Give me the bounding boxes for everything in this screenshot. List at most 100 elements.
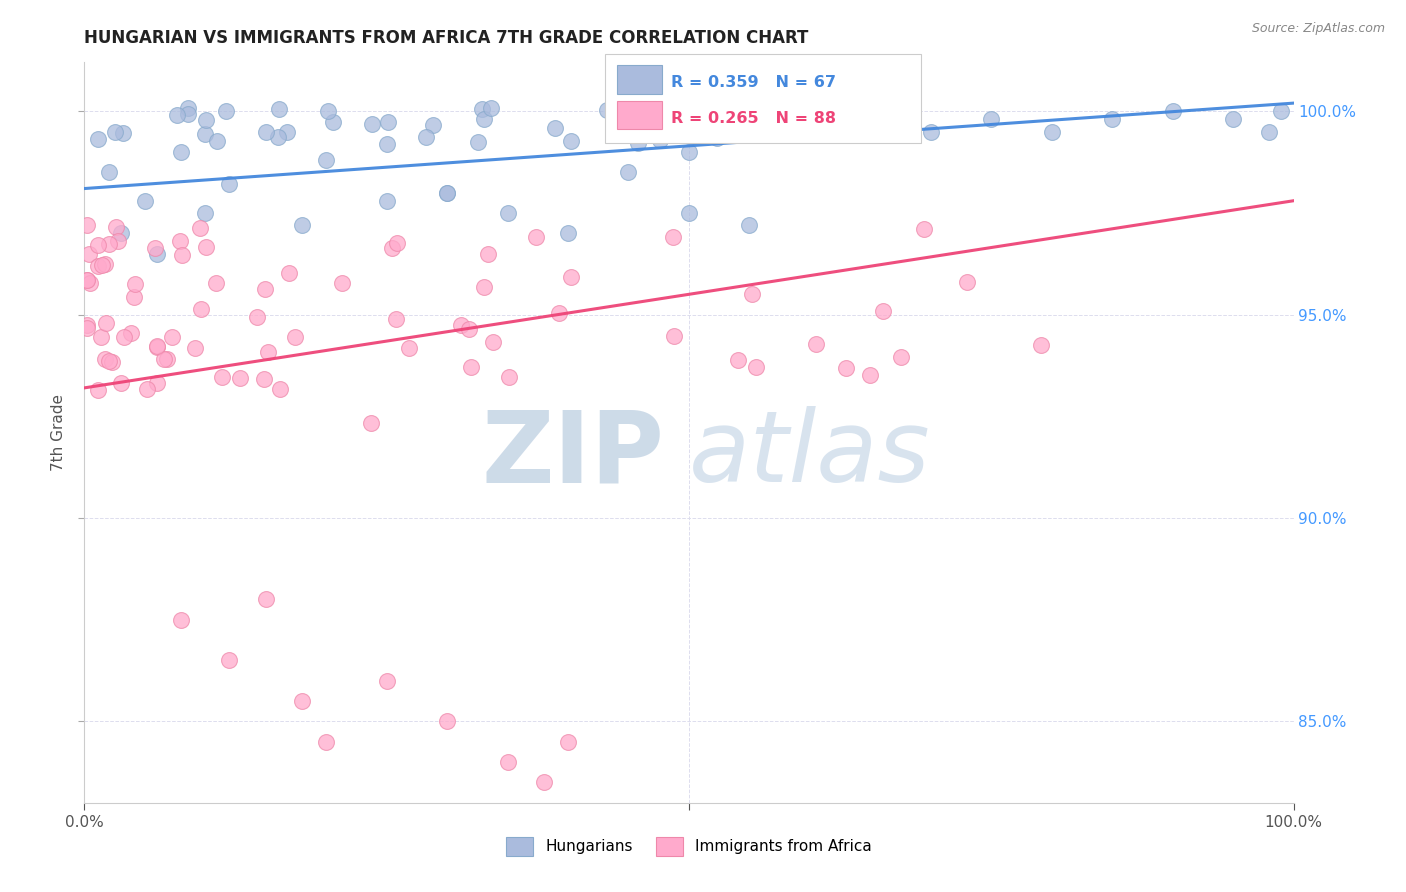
Point [560,135,582,149]
Point [229,371,252,385]
Point [97,165,120,179]
Point [195,112,218,127]
Point [283,329,305,343]
Point [188,220,211,235]
Text: Source: ZipAtlas.com: Source: ZipAtlas.com [1251,22,1385,36]
Text: R = 0.359   N = 67: R = 0.359 N = 67 [671,76,835,90]
Point [436,186,458,200]
Point [246,310,269,325]
Point [422,118,444,132]
Point [87,260,110,274]
Point [170,613,193,627]
Point [87,384,110,398]
Point [980,112,1002,127]
Point [920,125,942,139]
Point [859,368,882,383]
Point [87,132,110,146]
Point [194,206,217,220]
Point [107,234,129,248]
Point [471,102,494,116]
Point [557,735,579,749]
Point [744,359,766,374]
Point [617,165,640,179]
Point [90,258,112,272]
Point [267,103,290,117]
Point [799,125,821,139]
Point [524,230,547,244]
Point [156,352,179,367]
Point [252,372,274,386]
Point [169,235,191,249]
Point [377,115,399,129]
Point [375,194,398,208]
Point [110,227,132,241]
Point [472,112,495,126]
Point [662,230,685,244]
Point [360,416,382,430]
Point [398,341,420,355]
Point [86,237,108,252]
Point [170,145,193,159]
Point [111,126,134,140]
Point [457,322,479,336]
Point [194,240,217,254]
Point [479,101,502,115]
Point [136,382,159,396]
Point [110,376,132,390]
Text: atlas: atlas [689,407,931,503]
Point [190,301,212,316]
Point [375,136,398,151]
Point [177,107,200,121]
Point [557,227,579,241]
Point [1029,337,1052,351]
Point [77,247,100,261]
Point [104,125,127,139]
Point [1040,125,1063,139]
Point [718,119,741,133]
Point [706,130,728,145]
Point [1101,112,1123,127]
Point [267,130,290,145]
Point [291,218,314,232]
Point [727,353,749,368]
Point [890,350,912,364]
Point [146,376,169,390]
Point [98,353,121,368]
Point [322,114,344,128]
Point [218,178,240,192]
Point [94,257,117,271]
Point [97,236,120,251]
Point [482,334,505,349]
Point [112,330,135,344]
Point [122,290,145,304]
Point [560,269,582,284]
Point [160,330,183,344]
Point [595,103,617,117]
Point [177,102,200,116]
Point [269,382,291,396]
Point [291,694,314,708]
Point [496,206,519,220]
Point [211,370,233,384]
Point [477,247,499,261]
Point [205,134,228,148]
Point [146,339,169,353]
Point [533,775,555,789]
Point [912,221,935,235]
Point [450,318,472,332]
Point [194,128,217,142]
Point [360,117,382,131]
Point [330,277,353,291]
Point [184,342,207,356]
Legend: Hungarians, Immigrants from Africa: Hungarians, Immigrants from Africa [499,831,879,862]
Point [678,206,700,220]
Point [256,345,278,359]
Point [76,272,98,286]
Point [385,312,408,326]
Point [90,330,112,344]
Point [436,714,458,729]
Point [1161,104,1184,119]
Point [460,359,482,374]
Point [254,592,277,607]
Point [548,306,571,320]
